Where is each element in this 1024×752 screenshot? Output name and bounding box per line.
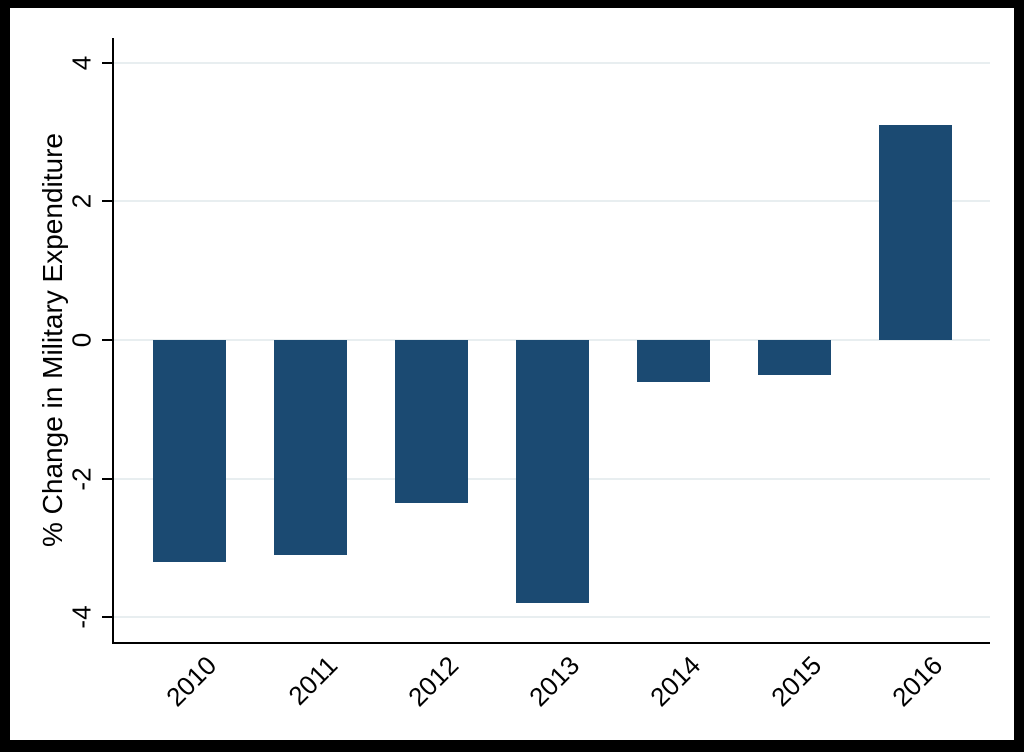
x-axis-labels-layer: 2010 2011 2012 2013 2014 2015 2016 [114, 38, 990, 712]
y-axis-layer: 4 2 0 -2 -4 [67, 38, 990, 642]
y-tick-label-4: 4 [66, 55, 97, 71]
plot-area: 4 2 0 -2 -4 2010 2011 2012 2013 2014 2015 2016 [67, 38, 990, 712]
bar-2016 [879, 125, 952, 340]
bar-2014 [637, 340, 710, 382]
y-axis-title: % Change in Military Expenditure [37, 133, 68, 547]
y-tick-mark--2 [102, 477, 112, 480]
bar-2011 [274, 340, 347, 555]
y-tick-mark-2 [102, 200, 112, 203]
x-tick-label-2012: 2012 [402, 650, 465, 713]
bars-layer [114, 38, 990, 642]
y-tick-mark-4 [102, 61, 112, 64]
y-tick-label--4: -4 [66, 605, 97, 629]
gridline--4 [114, 616, 990, 619]
bar-2015 [758, 340, 831, 375]
gridline-4 [114, 61, 990, 64]
y-tick-mark--4 [102, 616, 112, 619]
bar-2010 [153, 340, 226, 562]
x-tick-label-2011: 2011 [282, 650, 344, 711]
bar-2012 [395, 340, 468, 503]
x-tick-label-2016: 2016 [886, 650, 949, 713]
y-tick-mark-0 [102, 339, 112, 341]
gridline-2 [114, 200, 990, 203]
y-tick-label-2: 2 [66, 194, 97, 209]
y-tick-label-0: 0 [66, 332, 97, 348]
chart-canvas: % Change in Military Expenditure 4 2 0 -2 -4… [10, 8, 1014, 740]
x-tick-label-2010: 2010 [160, 650, 223, 713]
x-tick-label-2015: 2015 [765, 650, 828, 713]
x-tick-label-2013: 2013 [523, 650, 586, 713]
y-tick-label--2: -2 [66, 466, 97, 491]
x-tick-label-2014: 2014 [644, 650, 707, 713]
bar-2013 [516, 340, 589, 604]
